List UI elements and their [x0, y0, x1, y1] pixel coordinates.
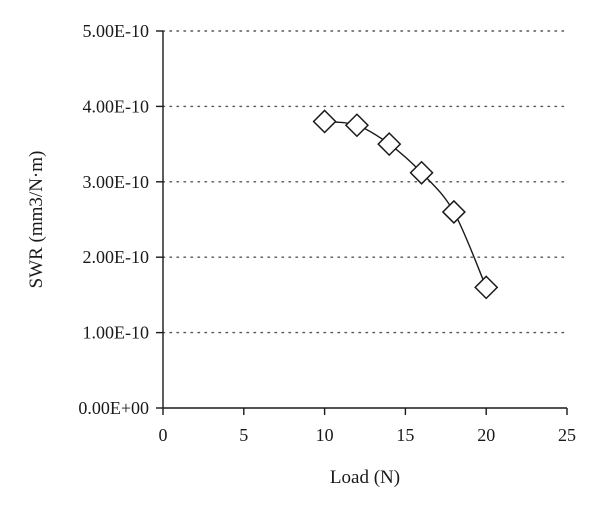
y-tick-label: 1.00E-10	[83, 323, 150, 343]
y-axis-title: SWR (mm3/N·m)	[26, 151, 47, 289]
y-tick-label: 3.00E-10	[83, 172, 150, 192]
x-axis-title: Load (N)	[330, 467, 400, 488]
data-point-marker	[474, 275, 499, 300]
gridlines	[162, 30, 568, 334]
trend-line	[324, 120, 487, 288]
y-tick-label: 0.00E+00	[78, 398, 149, 418]
x-tick-label: 25	[558, 425, 576, 445]
y-tick-label: 5.00E-10	[83, 21, 150, 41]
data-markers	[312, 109, 499, 300]
y-tick-label: 4.00E-10	[83, 96, 150, 116]
data-point-marker	[409, 160, 434, 185]
x-tick-label: 5	[239, 425, 248, 445]
x-tick-label: 20	[477, 425, 495, 445]
tick-labels: 0.00E+00 1.00E-10 2.00E-10 3.00E-10 4.00E-10…	[78, 21, 576, 445]
data-point-marker	[441, 199, 466, 225]
axes	[156, 30, 568, 415]
data-point-marker	[377, 132, 402, 157]
x-tick-label: 0	[159, 425, 168, 445]
x-tick-label: 15	[396, 425, 414, 445]
data-point-marker	[344, 113, 369, 138]
data-point-marker	[312, 109, 337, 134]
y-tick-label: 2.00E-10	[83, 247, 150, 267]
x-tick-label: 10	[316, 425, 334, 445]
